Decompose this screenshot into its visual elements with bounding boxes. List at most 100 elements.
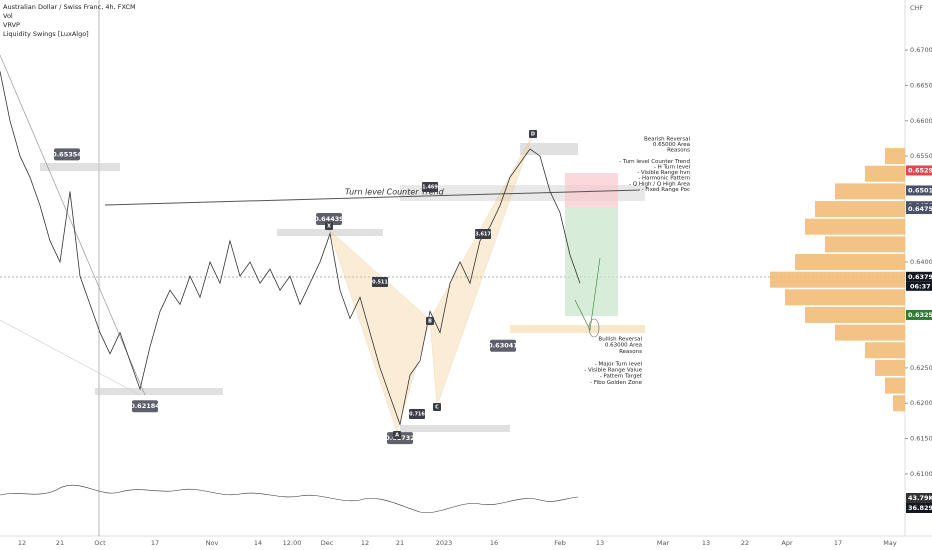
projection-arrow [574, 257, 601, 331]
pivot-box [316, 212, 342, 225]
pivot-box [132, 400, 158, 413]
x-tick-label: Mar [657, 539, 670, 547]
bullish-note: - Fibo Golden Zone [590, 380, 643, 386]
x-tick-label: Dec [321, 539, 334, 547]
bearish-note: - H Turn level [654, 165, 691, 171]
volume-profile-bar [785, 289, 905, 306]
x-tick-label: 13 [702, 539, 710, 547]
bearish-note: - Q High / Q High Area [629, 181, 690, 187]
chart-title: Australian Dollar / Swiss Franc, 4h, FXC… [3, 3, 136, 11]
ratio-label: 3.617 [475, 232, 491, 238]
bullish-note: Bullish Reversal [598, 337, 642, 343]
ratio-label: 1.469 [422, 185, 438, 191]
bearish-note: - Harmonic Pattern [638, 176, 690, 182]
indicator-label: Liquidity Swings [LuxAlgo] [3, 30, 89, 38]
price-tag [906, 165, 932, 176]
x-tick-label: 16 [490, 539, 498, 547]
volume-profile-bar [885, 148, 905, 165]
pattern-point-label: D [531, 132, 535, 138]
x-tick-label: 22 [741, 539, 749, 547]
liquidity-zone [95, 388, 223, 395]
volume-profile-bar [805, 306, 905, 323]
x-tick-label: Nov [206, 539, 219, 547]
x-tick-label: 21 [396, 539, 404, 547]
volume-profile-bar [893, 395, 905, 412]
ratio-label: 0.716 [409, 412, 425, 418]
x-tick-label: 12:00 [283, 539, 302, 547]
volume-profile-bar [865, 342, 905, 359]
x-tick-label: 17 [834, 539, 842, 547]
reward-box [565, 208, 618, 316]
pattern-point-box [426, 317, 434, 325]
volume-tag [906, 493, 932, 503]
trend-line [0, 54, 146, 396]
x-tick-label: 21 [56, 539, 64, 547]
countdown-tag [906, 281, 932, 291]
currency-label: CHF [910, 4, 923, 12]
volume-profile-bar [875, 359, 905, 376]
volume-profile-bar [885, 377, 905, 394]
bullish-note: Reasons [619, 349, 642, 355]
bullish-note: - Major Turn level [595, 361, 643, 367]
ratio-box [372, 277, 388, 287]
indicator-label: VRVP [3, 21, 20, 29]
ratio-box [409, 409, 425, 419]
pivot-box [54, 148, 80, 161]
bullish-note: 0.63000 Area [605, 343, 642, 349]
volume-profile-bar [835, 183, 905, 200]
x-tick-label: Feb [554, 539, 566, 547]
price-tag [906, 185, 932, 196]
pattern-point-box [393, 431, 401, 439]
pattern-point-box [433, 403, 441, 411]
x-tick-label: May [883, 539, 897, 547]
trend-line [0, 319, 141, 396]
support-zone [510, 325, 645, 333]
volume-profile-bar [815, 201, 905, 218]
ratio-box [475, 229, 491, 239]
pivot-label: 0.63041 [488, 342, 518, 350]
bearish-note: - Fixed Range Poc [642, 187, 690, 193]
x-tick-label: 12 [18, 539, 26, 547]
x-tick-label: 12 [361, 539, 369, 547]
pivot-box [490, 339, 516, 352]
x-tick-label: 13 [596, 539, 604, 547]
x-tick-label: 2023 [436, 539, 453, 547]
volume-profile-bar [795, 253, 905, 270]
volume-profile-bar [770, 271, 905, 288]
ratio-box [422, 182, 438, 192]
bearish-note: Reasons [667, 148, 690, 154]
bearish-note: Bearish Reversal [644, 137, 691, 143]
oscillator-line [0, 484, 579, 513]
x-tick-label: 17 [151, 539, 159, 547]
pattern-point-label: C [435, 405, 439, 411]
pattern-point-box [325, 222, 333, 230]
pattern-xab [328, 229, 431, 433]
bearish-note: - Turn level Counter Trend [619, 159, 690, 165]
ratio-label: 0.511 [372, 280, 388, 286]
volume-tag [906, 503, 932, 513]
bullish-note: - Pattern Target [600, 374, 643, 380]
price-tag [906, 271, 932, 282]
trend-label: Turn level Counter Trend [345, 188, 445, 197]
countdown-label: 06:37 [910, 282, 931, 290]
volume-profile-bar [865, 165, 905, 182]
volume-profile-bar [825, 236, 905, 253]
liquidity-zone [40, 163, 120, 171]
volume-profile-bar [835, 324, 905, 341]
target-circle [588, 318, 600, 338]
pattern-point-label: A [395, 433, 399, 439]
bearish-note: 0.65000 Area [653, 142, 690, 148]
y-tick-label: 0.61000 [910, 470, 932, 478]
liquidity-zone [400, 425, 510, 432]
bullish-note: - Visible Range Value [584, 368, 642, 374]
volume-tag-label: 43.79K [908, 494, 932, 502]
